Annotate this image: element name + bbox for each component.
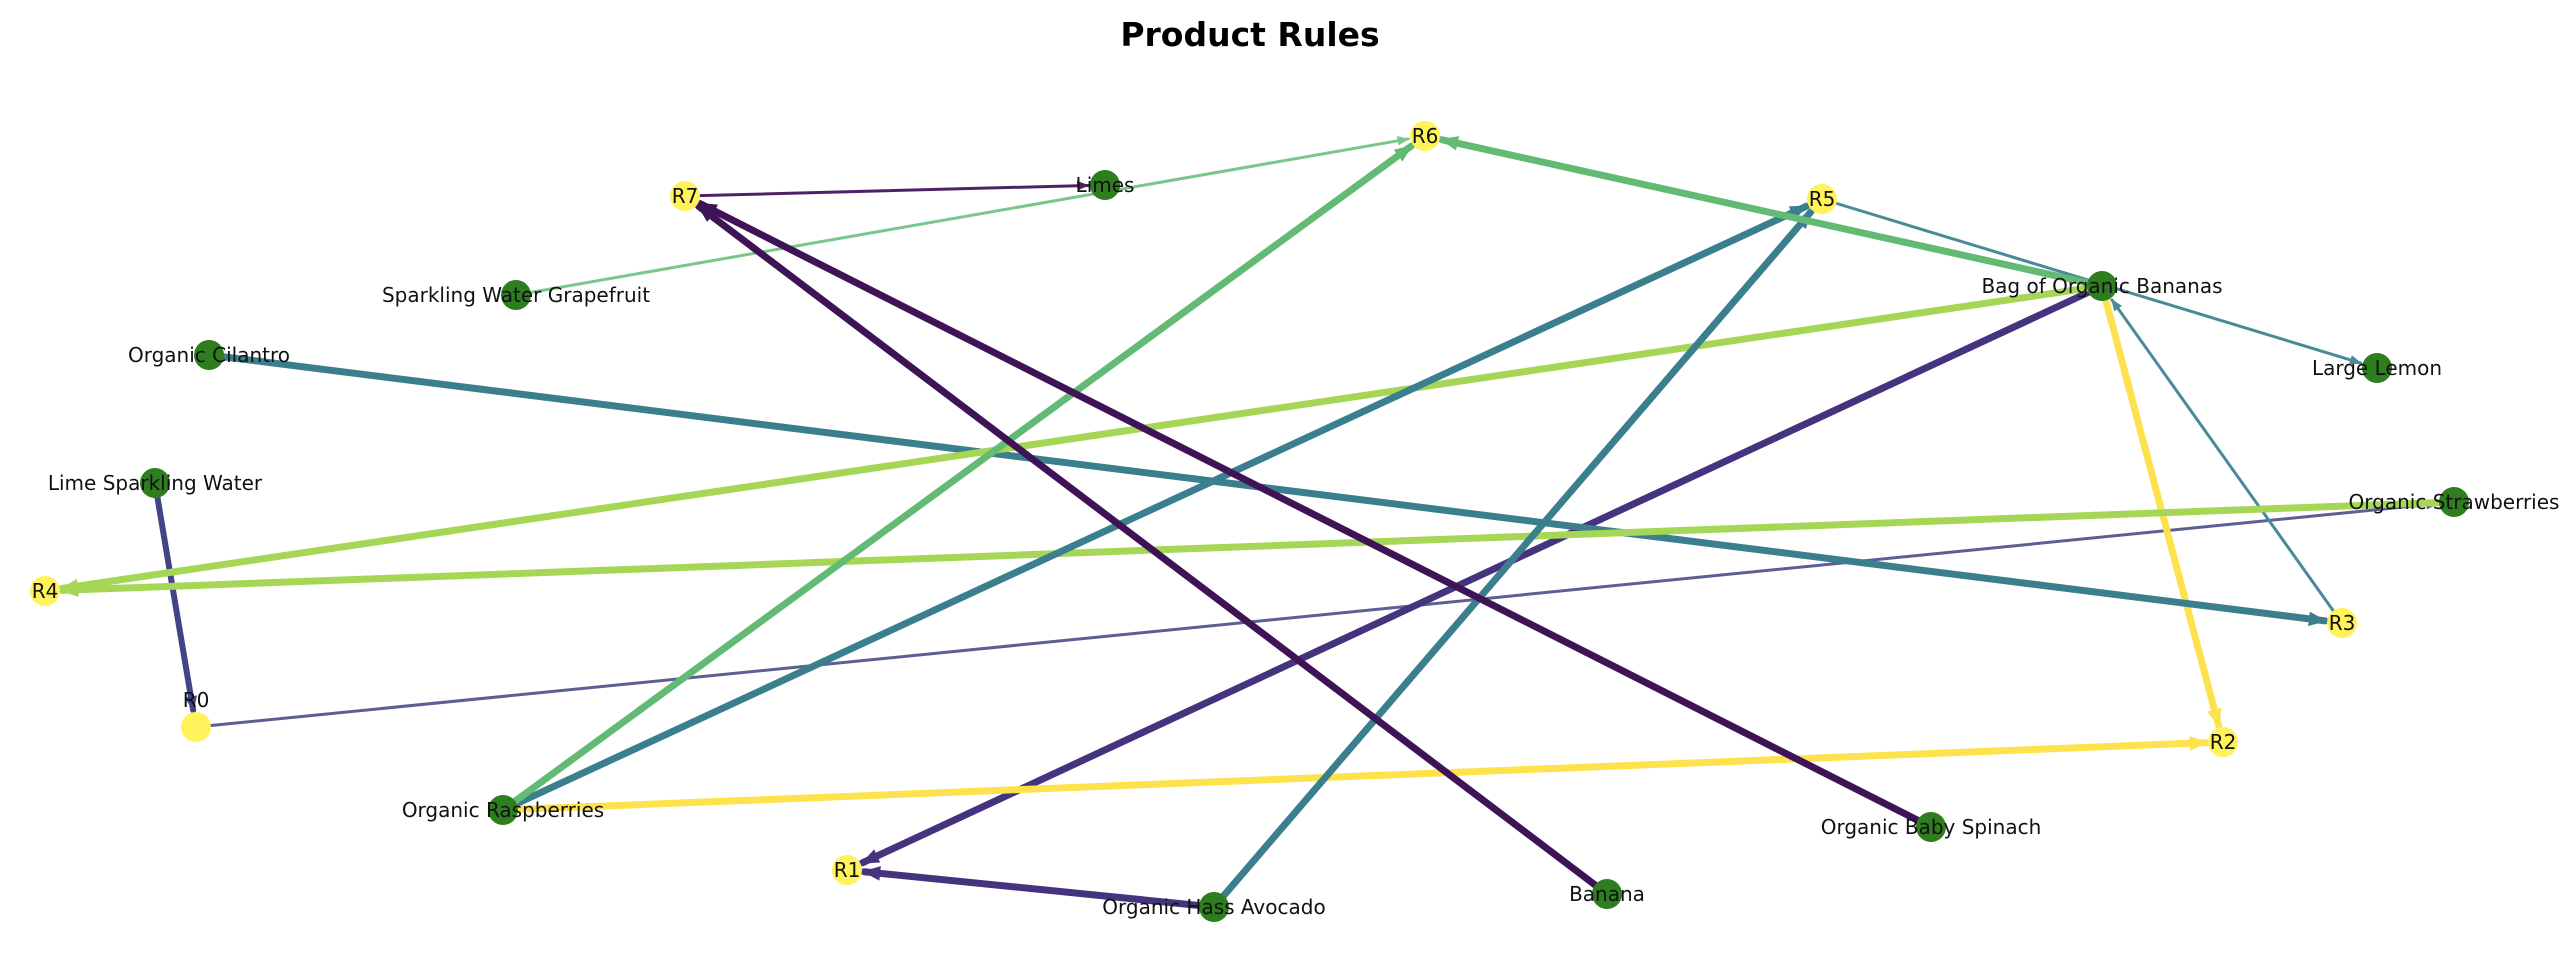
edge-bag-of-organic-bananas-to-R2 <box>2098 282 2223 730</box>
graph-title: Product Rules <box>1120 15 1379 54</box>
rule-node-r0 <box>181 712 211 742</box>
labels-layer: R0 R1 R2 R3 R4 R5 R6 R7 Limes Sparkling Water Gra… <box>32 124 2560 919</box>
product-node-limes <box>1090 170 1120 200</box>
product-node-lime-sparkling-water <box>140 468 170 498</box>
edge-R3-to-bag-of-organic-bananas <box>2110 298 2344 625</box>
edge-organic-strawberries-to-R4 <box>58 498 2458 598</box>
node-label-organic-raspberries: Organic Raspberries <box>402 798 604 822</box>
edge-organic-hass-avocado-to-R5 <box>1210 208 1815 911</box>
edge-lime-sparkling-water-to-R0 <box>152 480 198 714</box>
node-label-lime-sparkling-water: Lime Sparkling Water <box>48 471 263 495</box>
edge-R7-to-limes <box>683 180 1090 198</box>
node-label-sparkling-water-grapefruit: Sparkling Water Grapefruit <box>382 283 650 307</box>
node-label-r6: R6 <box>1412 124 1439 148</box>
edge-banana-to-R7 <box>695 202 1611 898</box>
node-label-bag-of-organic-bananas: Bag of Organic Bananas <box>1981 274 2222 298</box>
edge-organic-raspberries-to-R2 <box>499 736 2210 814</box>
product-node-organic-cilantro <box>194 340 224 370</box>
node-label-banana: Banana <box>1569 882 1645 906</box>
product-node-organic-strawberries <box>2439 487 2469 517</box>
product-node-sparkling-water-grapefruit <box>501 280 531 310</box>
node-label-organic-cilantro: Organic Cilantro <box>128 343 290 367</box>
node-label-r1: R1 <box>834 858 861 882</box>
edges-layer <box>58 136 2458 911</box>
node-label-r3: R3 <box>2329 611 2356 635</box>
node-label-r4: R4 <box>32 579 59 603</box>
product-node-organic-hass-avocado <box>1199 892 1229 922</box>
edge-bag-of-organic-bananas-to-R1 <box>858 282 2106 867</box>
rule-node-r3 <box>2327 608 2357 638</box>
rule-node-r4 <box>30 576 60 606</box>
node-label-organic-strawberries: Organic Strawberries <box>2349 490 2560 514</box>
node-label-r7: R7 <box>672 184 699 208</box>
node-label-r2: R2 <box>2210 730 2237 754</box>
edge-organic-raspberries-to-R5 <box>499 202 1811 814</box>
rule-node-r5 <box>1807 184 1837 214</box>
node-label-r0: R0 <box>183 688 210 712</box>
rule-node-r1 <box>832 855 862 885</box>
node-label-organic-baby-spinach: Organic Baby Spinach <box>1821 815 2042 839</box>
edge-sparkling-water-grapefruit-to-R6 <box>514 136 1410 297</box>
edge-bag-of-organic-bananas-to-R6 <box>1438 136 2106 290</box>
product-node-organic-baby-spinach <box>1916 812 1946 842</box>
product-node-organic-raspberries <box>488 795 518 825</box>
edge-R0-to-organic-strawberries <box>194 499 2439 729</box>
product-node-banana <box>1592 879 1622 909</box>
node-label-limes: Limes <box>1076 173 1135 197</box>
product-node-bag-of-organic-bananas <box>2087 271 2117 301</box>
node-label-r5: R5 <box>1809 187 1836 211</box>
product-node-large-lemon <box>2362 353 2392 383</box>
rule-node-r6 <box>1410 121 1440 151</box>
rule-node-r7 <box>670 181 700 211</box>
edge-organic-raspberries-to-R6 <box>499 142 1415 814</box>
node-label-large-lemon: Large Lemon <box>2312 356 2442 380</box>
node-label-organic-hass-avocado: Organic Hass Avocado <box>1102 895 1325 919</box>
rule-node-r2 <box>2208 727 2238 757</box>
nodes-layer <box>30 121 2469 922</box>
edge-organic-hass-avocado-to-R1 <box>860 866 1218 911</box>
edge-bag-of-organic-bananas-to-R4 <box>58 282 2106 594</box>
edge-organic-baby-spinach-to-R7 <box>696 200 1935 831</box>
